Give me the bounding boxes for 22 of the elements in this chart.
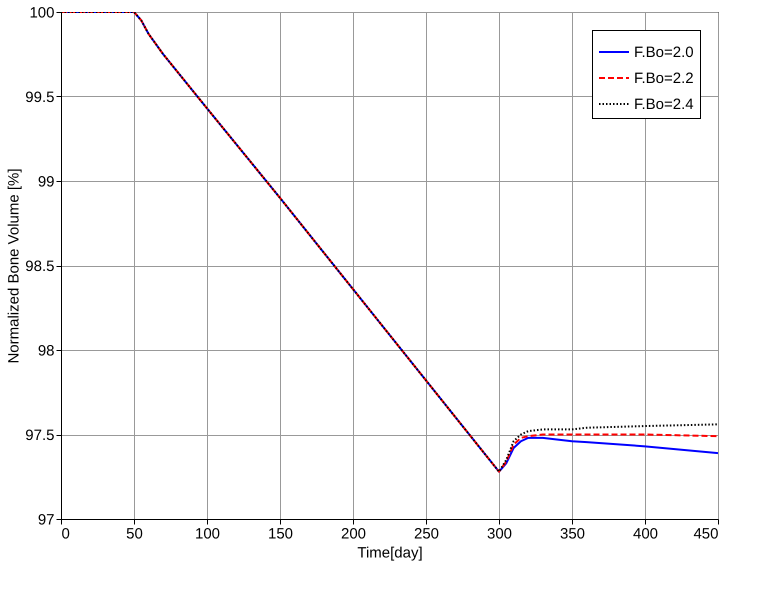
x-tick-label: 200 [340, 526, 366, 542]
x-tick-label: 350 [560, 526, 586, 542]
x-tick-label: 150 [268, 526, 294, 542]
y-tick-label: 98 [38, 342, 54, 360]
y-tick-label: 97 [38, 512, 54, 528]
x-tick-label: 450 [693, 526, 718, 542]
x-tick-label: 300 [486, 526, 512, 542]
legend-label: F.Bo=2.4 [634, 96, 694, 113]
legend-label: F.Bo=2.0 [634, 44, 694, 61]
y-tick-label: 99 [38, 174, 54, 190]
x-axis-title: Time[day] [357, 544, 423, 562]
x-tick-label: 50 [126, 526, 143, 542]
x-tick-label: 100 [194, 526, 220, 542]
legend-label: F.Bo=2.2 [634, 70, 694, 87]
y-axis-title: Normalized Bone Volume [%] [5, 168, 22, 364]
y-tick-label: 97.5 [25, 427, 54, 444]
x-tick-label: 0 [62, 526, 70, 542]
x-tick-label: 400 [632, 526, 658, 542]
y-tick-label: 99.5 [25, 89, 54, 106]
x-tick-label: 250 [414, 526, 440, 542]
y-tick-label: 98.5 [25, 258, 54, 275]
y-tick-label: 100 [29, 4, 54, 22]
